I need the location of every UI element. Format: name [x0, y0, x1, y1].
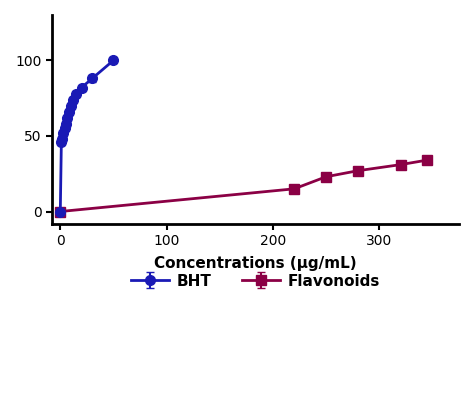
- X-axis label: Concentrations (μg/mL): Concentrations (μg/mL): [154, 256, 357, 271]
- Legend: BHT, Flavonoids: BHT, Flavonoids: [125, 268, 386, 295]
